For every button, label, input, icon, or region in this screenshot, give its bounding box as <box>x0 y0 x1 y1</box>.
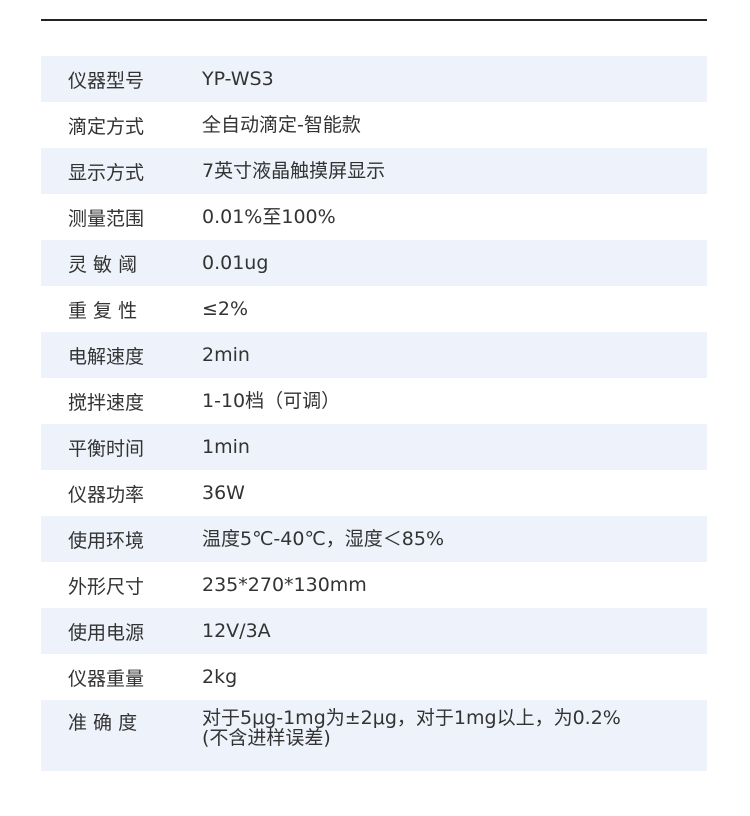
spec-value: 7英寸液晶触摸屏显示 <box>202 160 386 182</box>
spec-label: 仪器重量 <box>68 667 145 690</box>
spec-row: 平衡时间 1min <box>41 424 707 470</box>
spec-value: 0.01%至100% <box>202 206 336 228</box>
spec-label: 滴定方式 <box>68 115 145 138</box>
spec-value: 2kg <box>202 666 238 688</box>
spec-value: 温度5℃-40℃，湿度＜85% <box>202 528 445 550</box>
spec-label: 平衡时间 <box>68 437 145 460</box>
spec-row: 电解速度 2min <box>41 332 707 378</box>
spec-table: 仪器型号 YP-WS3 滴定方式 全自动滴定-智能款显示方式 7英寸液晶触摸屏显示测量范… <box>41 56 707 771</box>
spec-label: 外形尺寸 <box>68 575 145 598</box>
spec-value: 235*270*130mm <box>202 574 367 596</box>
spec-label: 显示方式 <box>68 161 145 184</box>
spec-label: 搅拌速度 <box>68 391 145 414</box>
spec-label: 仪器功率 <box>68 483 145 506</box>
spec-label: 重 复 性 <box>68 299 138 322</box>
spec-label: 使用电源 <box>68 621 145 644</box>
spec-value: 1min <box>202 436 250 458</box>
spec-row: 滴定方式 全自动滴定-智能款 <box>41 102 707 148</box>
spec-value: 对于5μg-1mg为±2μg，对于1mg以上，为0.2%(不含进样误差) <box>202 707 621 749</box>
spec-label: 使用环境 <box>68 529 145 552</box>
spec-row: 仪器重量 2kg <box>41 654 707 700</box>
spec-row: 使用电源 12V/3A <box>41 608 707 654</box>
spec-row: 仪器型号 YP-WS3 <box>41 56 707 102</box>
top-divider <box>41 19 707 21</box>
spec-value: ≤2% <box>202 298 249 320</box>
spec-value: 0.01ug <box>202 252 269 274</box>
spec-label: 准 确 度 <box>68 712 138 734</box>
spec-value: 12V/3A <box>202 620 271 642</box>
spec-row: 重 复 性 ≤2% <box>41 286 707 332</box>
spec-row: 准 确 度 对于5μg-1mg为±2μg，对于1mg以上，为0.2%(不含进样误差… <box>41 700 707 771</box>
spec-value: 36W <box>202 482 245 504</box>
spec-label: 测量范围 <box>68 207 145 230</box>
spec-value: 2min <box>202 344 250 366</box>
spec-row: 仪器功率 36W <box>41 470 707 516</box>
spec-row: 灵 敏 阈 0.01ug <box>41 240 707 286</box>
spec-row: 测量范围 0.01%至100% <box>41 194 707 240</box>
spec-value: 1-10档（可调） <box>202 390 341 412</box>
spec-row: 使用环境 温度5℃-40℃，湿度＜85% <box>41 516 707 562</box>
spec-value: YP-WS3 <box>202 68 274 90</box>
spec-label: 仪器型号 <box>68 69 145 92</box>
spec-label: 灵 敏 阈 <box>68 253 138 276</box>
spec-row: 搅拌速度 1-10档（可调） <box>41 378 707 424</box>
spec-value: 全自动滴定-智能款 <box>202 114 361 136</box>
spec-label: 电解速度 <box>68 345 145 368</box>
spec-row: 显示方式 7英寸液晶触摸屏显示 <box>41 148 707 194</box>
spec-row: 外形尺寸 235*270*130mm <box>41 562 707 608</box>
